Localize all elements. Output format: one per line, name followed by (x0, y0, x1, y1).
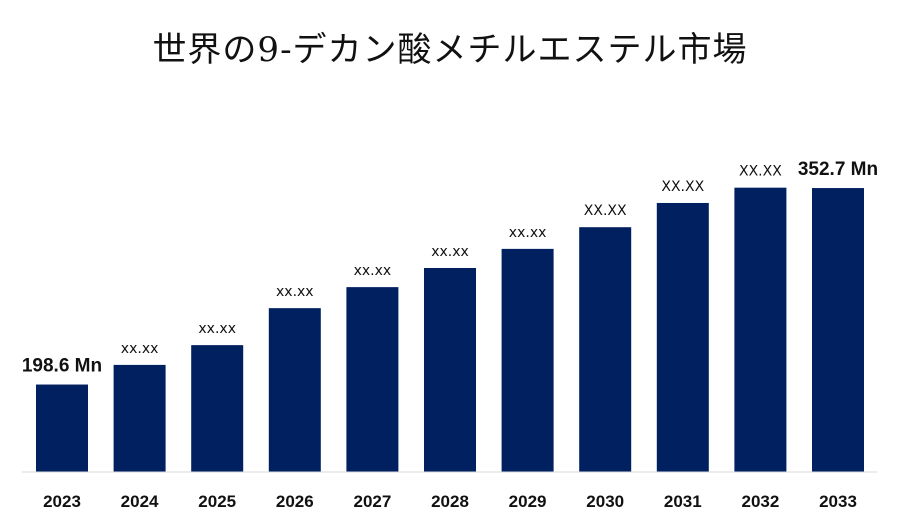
data-label: xx.xx (431, 244, 469, 260)
data-label: xx.xx (121, 341, 159, 357)
data-label: xx.xx (198, 321, 236, 337)
bar-2026 (268, 308, 321, 472)
x-tick-label: 2032 (741, 492, 779, 511)
bar-2027 (346, 287, 399, 472)
bar-2023 (36, 384, 88, 472)
data-label: 352.7 Mn (798, 159, 878, 180)
x-tick-label: 2027 (353, 492, 391, 511)
data-label: 198.6 Mn (22, 356, 102, 377)
data-label: XX.XX (739, 164, 782, 180)
chart-title: 世界の9-デカン酸メチルエステル市場 (152, 30, 748, 70)
data-label: xx.xx (354, 263, 392, 279)
bar-2024 (113, 364, 166, 472)
x-tick-label: 2028 (431, 492, 469, 511)
bar-2032 (734, 187, 787, 473)
bar-2031 (656, 202, 709, 472)
data-label: XX.XX (661, 179, 704, 195)
x-tick-label: 2025 (198, 492, 236, 511)
bar-2028 (424, 268, 476, 472)
x-tick-label: 2026 (276, 492, 314, 511)
bar-2025 (191, 345, 244, 472)
x-tick-label: 2033 (819, 492, 857, 511)
bar-2030 (579, 227, 632, 472)
data-label: XX.XX (584, 203, 627, 219)
x-tick-label: 2031 (664, 492, 702, 511)
bar-2029 (501, 248, 554, 472)
x-tick-label: 2024 (121, 492, 159, 511)
x-tick-label: 2023 (43, 492, 81, 511)
bar-2033 (812, 188, 864, 472)
x-tick-label: 2030 (586, 492, 624, 511)
x-tick-label: 2029 (509, 492, 547, 511)
data-label: xx.xx (509, 225, 547, 241)
data-label: xx.xx (276, 284, 314, 300)
